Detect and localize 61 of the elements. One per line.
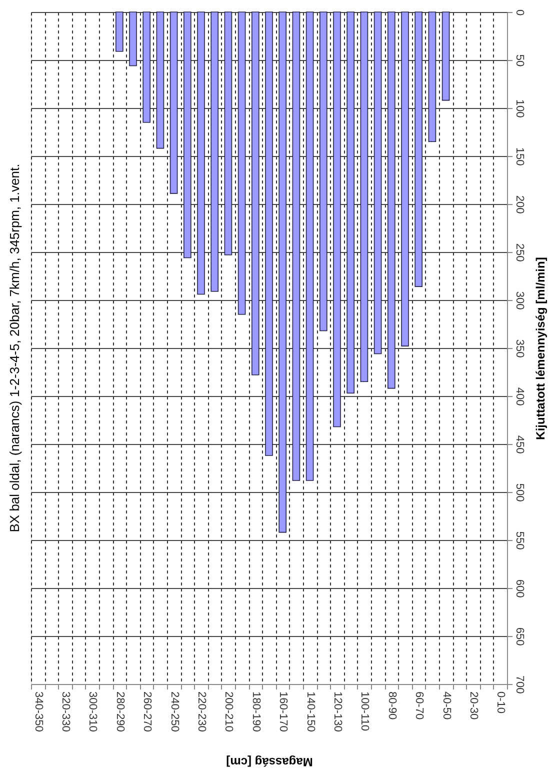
bar <box>156 12 164 149</box>
bar <box>360 12 368 382</box>
bar <box>346 12 354 394</box>
y-tick-label: 300 <box>514 291 526 310</box>
x-tick-label: 120-130 <box>332 692 344 732</box>
bar <box>401 12 409 346</box>
x-tick-label: 100-110 <box>358 692 371 732</box>
y-tick-label: 650 <box>514 627 526 646</box>
bar <box>252 12 260 376</box>
x-tick-label: 40-50 <box>440 692 452 720</box>
bar <box>238 12 246 315</box>
bar <box>265 12 273 456</box>
y-tick-label: 200 <box>514 195 526 214</box>
y-tick-label: 400 <box>514 387 526 406</box>
y-tick-label: 50 <box>514 54 526 67</box>
bar <box>116 12 124 52</box>
bar <box>224 12 232 256</box>
x-tick-label: 60-70 <box>413 692 426 720</box>
x-tick-label: 280-290 <box>114 692 126 732</box>
x-tick-label: 320-330 <box>60 692 72 732</box>
bar <box>129 12 137 66</box>
bar <box>278 12 286 533</box>
y-tick-label: 700 <box>514 675 526 694</box>
x-tick-label: 240-250 <box>168 692 180 732</box>
y-tick-label: 550 <box>514 531 526 550</box>
bar <box>170 12 178 194</box>
bar <box>197 12 205 295</box>
bar <box>292 12 300 481</box>
y-tick-label: 100 <box>514 99 526 118</box>
y-tick-label: 450 <box>514 435 526 454</box>
bar <box>374 12 382 354</box>
y-tick-label: 350 <box>514 339 526 358</box>
x-tick-label: 0-10 <box>494 692 507 714</box>
bar <box>210 12 218 292</box>
y-axis-title: Kijuttatott lémennyiség [ml/min] <box>534 257 548 440</box>
x-tick-label: 220-230 <box>196 692 208 732</box>
bar <box>142 12 150 123</box>
x-tick-label: 80-90 <box>386 692 398 720</box>
x-tick-label: 140-150 <box>304 692 316 732</box>
x-tick-label: 200-210 <box>222 692 235 732</box>
y-tick-label: 0 <box>514 9 526 16</box>
y-tick-label: 150 <box>514 147 526 166</box>
text: BX bal oldal, (narancs) 1-2-3-4-5, 20bar, 7km/h, 345rpm, 1.vent. <box>7 164 22 532</box>
y-tick-label: 250 <box>514 243 526 262</box>
bar <box>428 12 436 142</box>
bar <box>414 12 422 287</box>
bar <box>442 12 450 101</box>
bar <box>388 12 396 389</box>
x-tick-label: 20-30 <box>468 692 480 720</box>
bar <box>320 12 328 332</box>
y-tick-label: 500 <box>514 483 526 502</box>
x-tick-label: 160-170 <box>277 692 290 732</box>
x-tick-label: 260-270 <box>141 692 154 732</box>
bar <box>184 12 192 258</box>
bar <box>333 12 341 428</box>
x-axis-title: Magasság [cm] <box>226 754 313 769</box>
y-tick-label: 600 <box>514 579 526 598</box>
bar <box>306 12 314 481</box>
x-tick-label: 180-190 <box>250 692 262 732</box>
x-tick-label: 340-350 <box>32 692 44 732</box>
x-tick-label: 300-310 <box>86 692 99 732</box>
